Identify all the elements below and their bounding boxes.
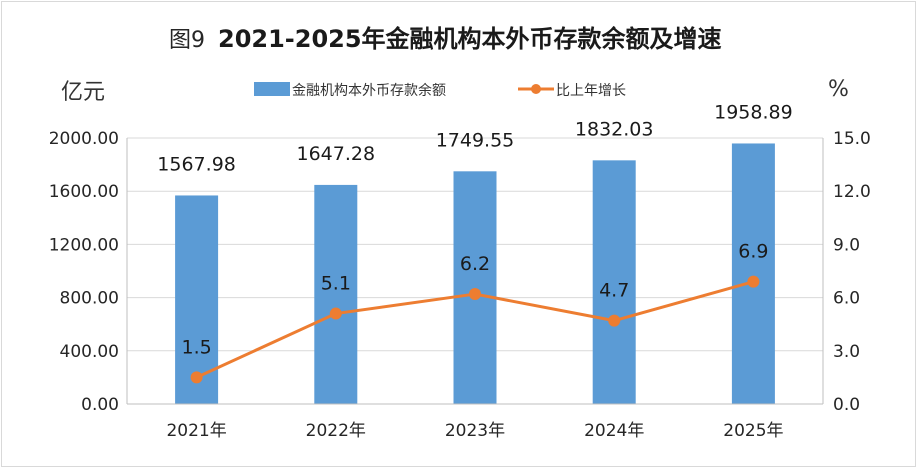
left-tick-label: 400.00	[60, 342, 119, 362]
axes	[126, 138, 824, 405]
left-axis-ticks: 0.00 400.00 800.00 1200.00 1600.00 2000.00	[49, 129, 119, 415]
right-tick-label: 3.0	[833, 342, 860, 362]
bar-value-label: 1749.55	[436, 129, 515, 151]
legend-swatch-marker	[531, 84, 541, 94]
legend-label-bar: 金融机构本外币存款余额	[292, 82, 446, 99]
line-marker	[747, 275, 760, 288]
category-label: 2025年	[723, 421, 783, 441]
legend-label-line: 比上年增长	[556, 83, 626, 99]
line-value-label: 6.2	[460, 253, 490, 275]
bar-value-label: 1647.28	[297, 143, 376, 165]
category-label: 2022年	[306, 421, 366, 441]
bar	[453, 171, 497, 404]
right-axis-unit: %	[828, 77, 849, 102]
category-labels: 2021年 2022年 2023年 2024年 2025年	[166, 421, 783, 441]
right-tick-label: 12.0	[833, 182, 871, 202]
bar	[592, 160, 636, 404]
line-series	[190, 275, 760, 384]
left-tick-label: 0.00	[81, 395, 119, 415]
line-marker	[469, 288, 481, 301]
right-axis-ticks: 0.0 3.0 6.0 9.0 12.0 15.0	[833, 129, 871, 415]
bar-value-label: 1567.98	[157, 153, 236, 175]
category-label: 2023年	[445, 421, 505, 441]
bar	[314, 184, 358, 404]
left-tick-label: 800.00	[60, 289, 119, 309]
line-value-label: 1.5	[181, 336, 211, 358]
bar-series	[175, 143, 775, 404]
line-value-label: 5.1	[321, 273, 351, 295]
line-marker	[608, 314, 621, 327]
bar-value-label: 1832.03	[575, 118, 654, 140]
right-tick-label: 9.0	[833, 235, 860, 255]
left-tick-label: 1200.00	[49, 235, 119, 255]
left-tick-label: 1600.00	[49, 182, 119, 202]
line-marker	[190, 371, 203, 384]
bar-value-label: 1958.89	[714, 101, 793, 123]
chart-title: 2021-2025年金融机构本外币存款余额及增速	[218, 25, 722, 53]
right-tick-label: 6.0	[833, 289, 860, 309]
left-axis-unit: 亿元	[61, 80, 105, 105]
left-tick-label: 2000.00	[49, 129, 119, 149]
bar-value-labels: 1567.98 1647.28 1749.55 1832.03 1958.89	[157, 101, 792, 175]
category-label: 2024年	[584, 421, 644, 441]
line-value-labels: 1.5 5.1 6.2 4.7 6.9	[181, 241, 768, 359]
chart-title-prefix: 图9	[169, 28, 205, 53]
line-value-label: 4.7	[599, 280, 629, 302]
right-tick-label: 0.0	[833, 395, 860, 415]
category-label: 2021年	[166, 421, 226, 441]
line-value-label: 6.9	[738, 241, 768, 263]
line-marker	[329, 307, 342, 320]
right-tick-label: 15.0	[833, 129, 871, 149]
bar	[731, 143, 775, 404]
legend-swatch-bar	[254, 82, 290, 96]
legend: 金融机构本外币存款余额 比上年增长	[254, 82, 626, 99]
